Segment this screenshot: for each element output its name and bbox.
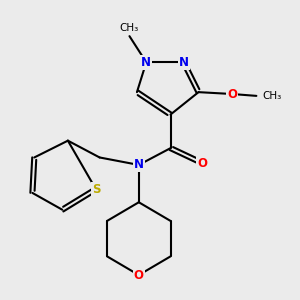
Text: O: O	[197, 157, 207, 169]
Text: S: S	[92, 183, 100, 196]
Text: CH₃: CH₃	[262, 91, 281, 101]
Text: N: N	[134, 158, 144, 171]
Text: O: O	[227, 88, 237, 100]
Text: CH₃: CH₃	[120, 23, 139, 33]
Text: N: N	[141, 56, 151, 69]
Text: O: O	[134, 268, 144, 281]
Text: N: N	[178, 56, 189, 69]
